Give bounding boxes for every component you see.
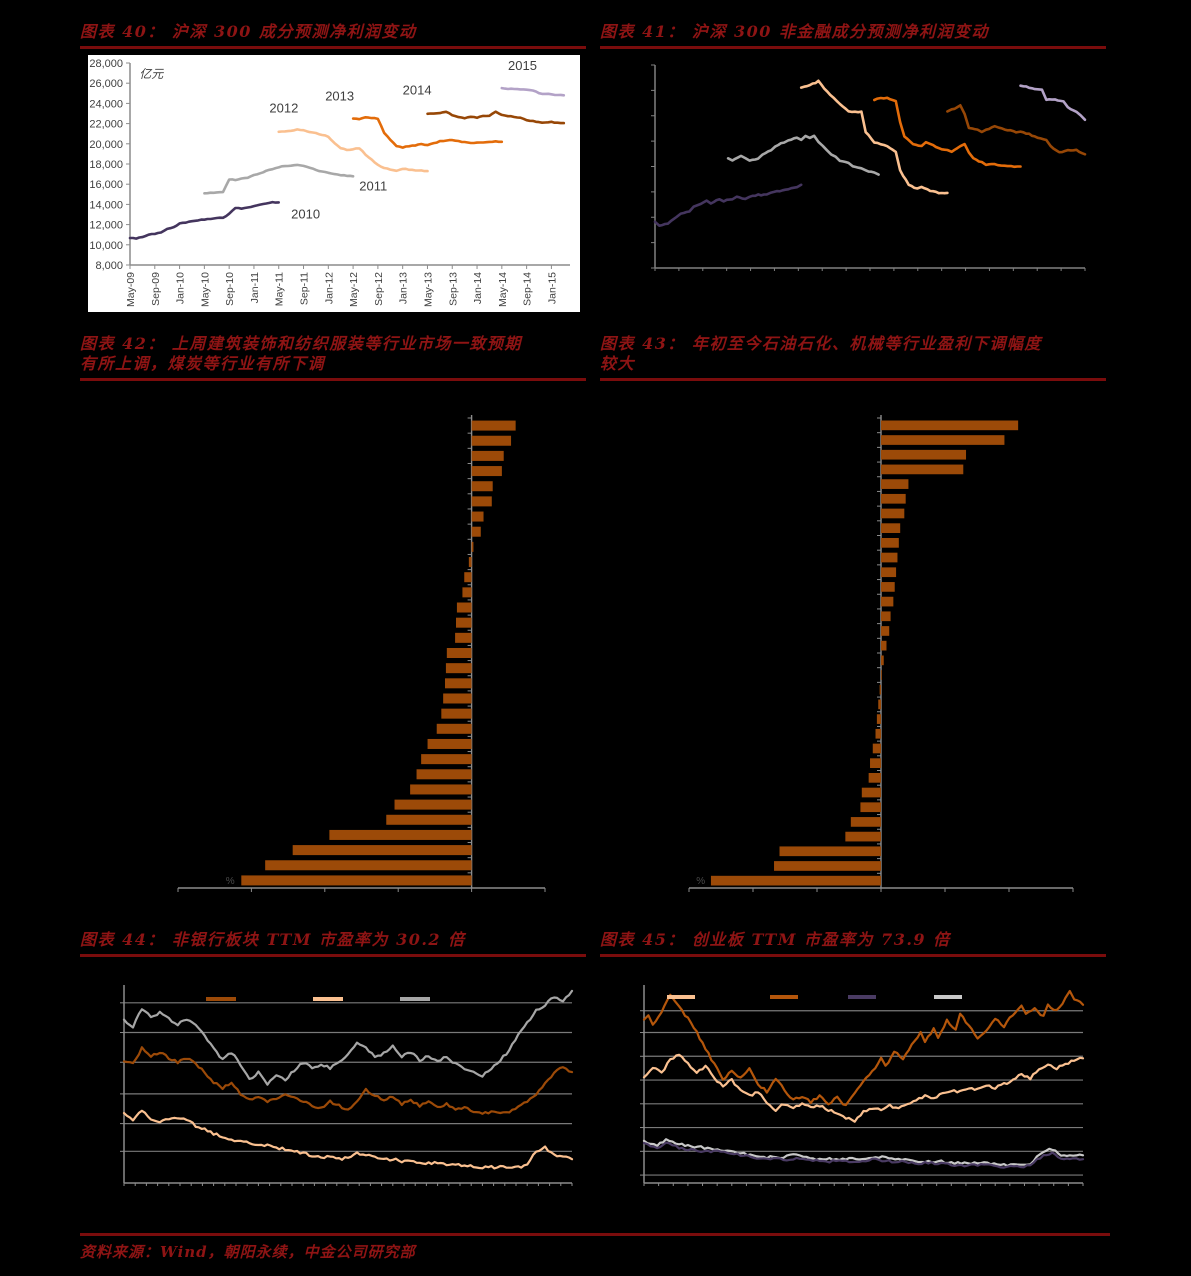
svg-text:%: % xyxy=(696,876,705,887)
svg-text:Jan-10: Jan-10 xyxy=(175,272,187,304)
svg-text:May-09: May-09 xyxy=(125,272,137,307)
chart-44-canvas xyxy=(80,980,586,1205)
svg-text:28,000: 28,000 xyxy=(89,58,123,70)
svg-text:Sep-09: Sep-09 xyxy=(150,272,162,306)
svg-text:May-13: May-13 xyxy=(422,272,434,307)
svg-text:16,000: 16,000 xyxy=(89,179,123,191)
svg-text:22,000: 22,000 xyxy=(89,119,123,131)
svg-text:亿元: 亿元 xyxy=(139,67,164,81)
chart-45-title: 图表 45： 创业板 TTM 市盈率为 73.9 倍 xyxy=(600,930,1106,957)
chart-40-title: 图表 40： 沪深 300 成分预测净利润变动 xyxy=(80,22,586,49)
svg-text:10,000: 10,000 xyxy=(89,240,123,252)
svg-text:18,000: 18,000 xyxy=(89,159,123,171)
svg-text:12,000: 12,000 xyxy=(89,220,123,232)
chart-44-title: 图表 44： 非银行板块 TTM 市盈率为 30.2 倍 xyxy=(80,930,586,957)
svg-text:8,000: 8,000 xyxy=(95,260,123,272)
svg-text:20,000: 20,000 xyxy=(89,139,123,151)
chart-43-canvas: % xyxy=(600,410,1106,902)
svg-text:Jan-13: Jan-13 xyxy=(398,272,410,304)
svg-text:24,000: 24,000 xyxy=(89,98,123,110)
svg-text:14,000: 14,000 xyxy=(89,199,123,211)
svg-text:Jan-11: Jan-11 xyxy=(249,272,261,303)
svg-text:2010: 2010 xyxy=(291,207,320,222)
chart-42-title: 图表 42： 上周建筑装饰和纺织服装等行业市场一致预期 有所上调，煤炭等行业有所… xyxy=(80,334,586,381)
svg-text:Sep-13: Sep-13 xyxy=(447,272,459,306)
svg-text:Jan-14: Jan-14 xyxy=(472,272,484,304)
svg-text:Sep-10: Sep-10 xyxy=(224,272,236,306)
svg-text:2015: 2015 xyxy=(508,58,537,73)
svg-text:Sep-11: Sep-11 xyxy=(299,272,311,305)
svg-text:Sep-12: Sep-12 xyxy=(373,272,385,306)
chart-41-title: 图表 41： 沪深 300 非金融成分预测净利润变动 xyxy=(600,22,1106,49)
svg-text:May-11: May-11 xyxy=(274,272,286,306)
svg-text:2013: 2013 xyxy=(325,88,354,103)
svg-text:26,000: 26,000 xyxy=(89,78,123,90)
chart-40-canvas: 8,000 10,000 12,000 14,000 16,000 18,000 20,00… xyxy=(88,55,580,312)
svg-text:2011: 2011 xyxy=(359,178,387,193)
svg-text:Jan-15: Jan-15 xyxy=(546,272,558,304)
svg-text:May-10: May-10 xyxy=(199,272,211,307)
svg-text:2012: 2012 xyxy=(269,100,298,115)
svg-text:%: % xyxy=(226,876,235,887)
svg-text:Sep-14: Sep-14 xyxy=(522,272,534,306)
svg-text:May-12: May-12 xyxy=(348,272,360,307)
chart-43-title: 图表 43： 年初至今石油石化、机械等行业盈利下调幅度 较大 xyxy=(600,334,1106,381)
chart-45-canvas xyxy=(600,980,1106,1205)
chart-41-canvas xyxy=(600,52,1106,314)
svg-text:Jan-12: Jan-12 xyxy=(323,272,335,304)
source-note: 资料来源：Wind，朝阳永续，中金公司研究部 xyxy=(80,1233,1110,1262)
svg-text:2014: 2014 xyxy=(403,82,432,97)
chart-42-canvas: % xyxy=(80,410,586,902)
svg-text:May-14: May-14 xyxy=(497,272,509,307)
source-note-text: 资料来源：Wind，朝阳永续，中金公司研究部 xyxy=(80,1243,416,1261)
